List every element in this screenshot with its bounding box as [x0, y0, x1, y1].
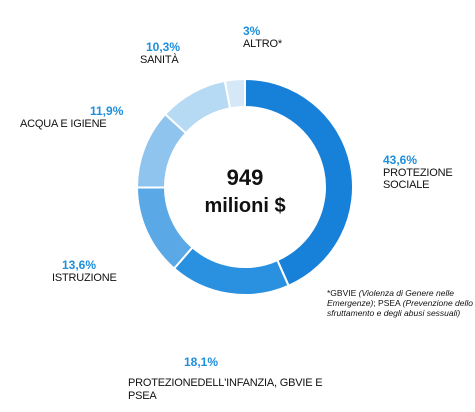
label-acqua-igiene: 11,9% ACQUA E IGIENE — [20, 104, 123, 130]
pct-acqua-igiene: 11,9% — [90, 104, 124, 118]
center-value: 949 — [226, 165, 264, 190]
name-protezione-sociale: PROTEZIONE SOCIALE — [383, 167, 453, 191]
name-istruzione: ISTRUZIONE — [52, 272, 117, 284]
pct-sanita: 10,3% — [146, 40, 181, 54]
footnote-t2: ; PSEA — [373, 298, 403, 308]
donut-slice-5 — [223, 77, 246, 110]
footnote-t1: *GBVIE — [327, 288, 359, 298]
pct-altro: 3% — [243, 24, 261, 38]
label-protezione-infanzia: 18,1% PROTEZIONEDELL'INFANZIA, GBVIE E P… — [128, 355, 338, 403]
footnote-t2i: (Prevenzione dello sfruttamento e degli … — [327, 298, 474, 318]
pct-istruzione: 13,6% — [62, 258, 97, 272]
name-protezione-infanzia: PROTEZIONEDELL'INFANZIA, GBVIE E PSEA — [128, 377, 323, 402]
label-altro: 3% ALTRO* — [243, 24, 282, 50]
pct-protezione-infanzia: 18,1% — [184, 355, 219, 369]
donut-slice-1 — [172, 245, 290, 296]
footnote: *GBVIE (Violenza di Genere nelle Emergen… — [327, 288, 475, 318]
label-sanita: 10,3% SANITÀ — [140, 40, 180, 66]
name-altro: ALTRO* — [243, 38, 282, 50]
label-protezione-sociale: 43,6% PROTEZIONE SOCIALE — [383, 153, 475, 191]
center-unit: milioni $ — [204, 195, 286, 217]
label-istruzione: 13,6% ISTRUZIONE — [52, 258, 117, 284]
footnote-t1i: (Violenza di Genere nelle Emergenze) — [327, 288, 454, 308]
name-acqua-igiene: ACQUA E IGIENE — [20, 118, 107, 130]
name-sanita: SANITÀ — [140, 54, 179, 66]
pct-protezione-sociale: 43,6% — [383, 153, 418, 167]
